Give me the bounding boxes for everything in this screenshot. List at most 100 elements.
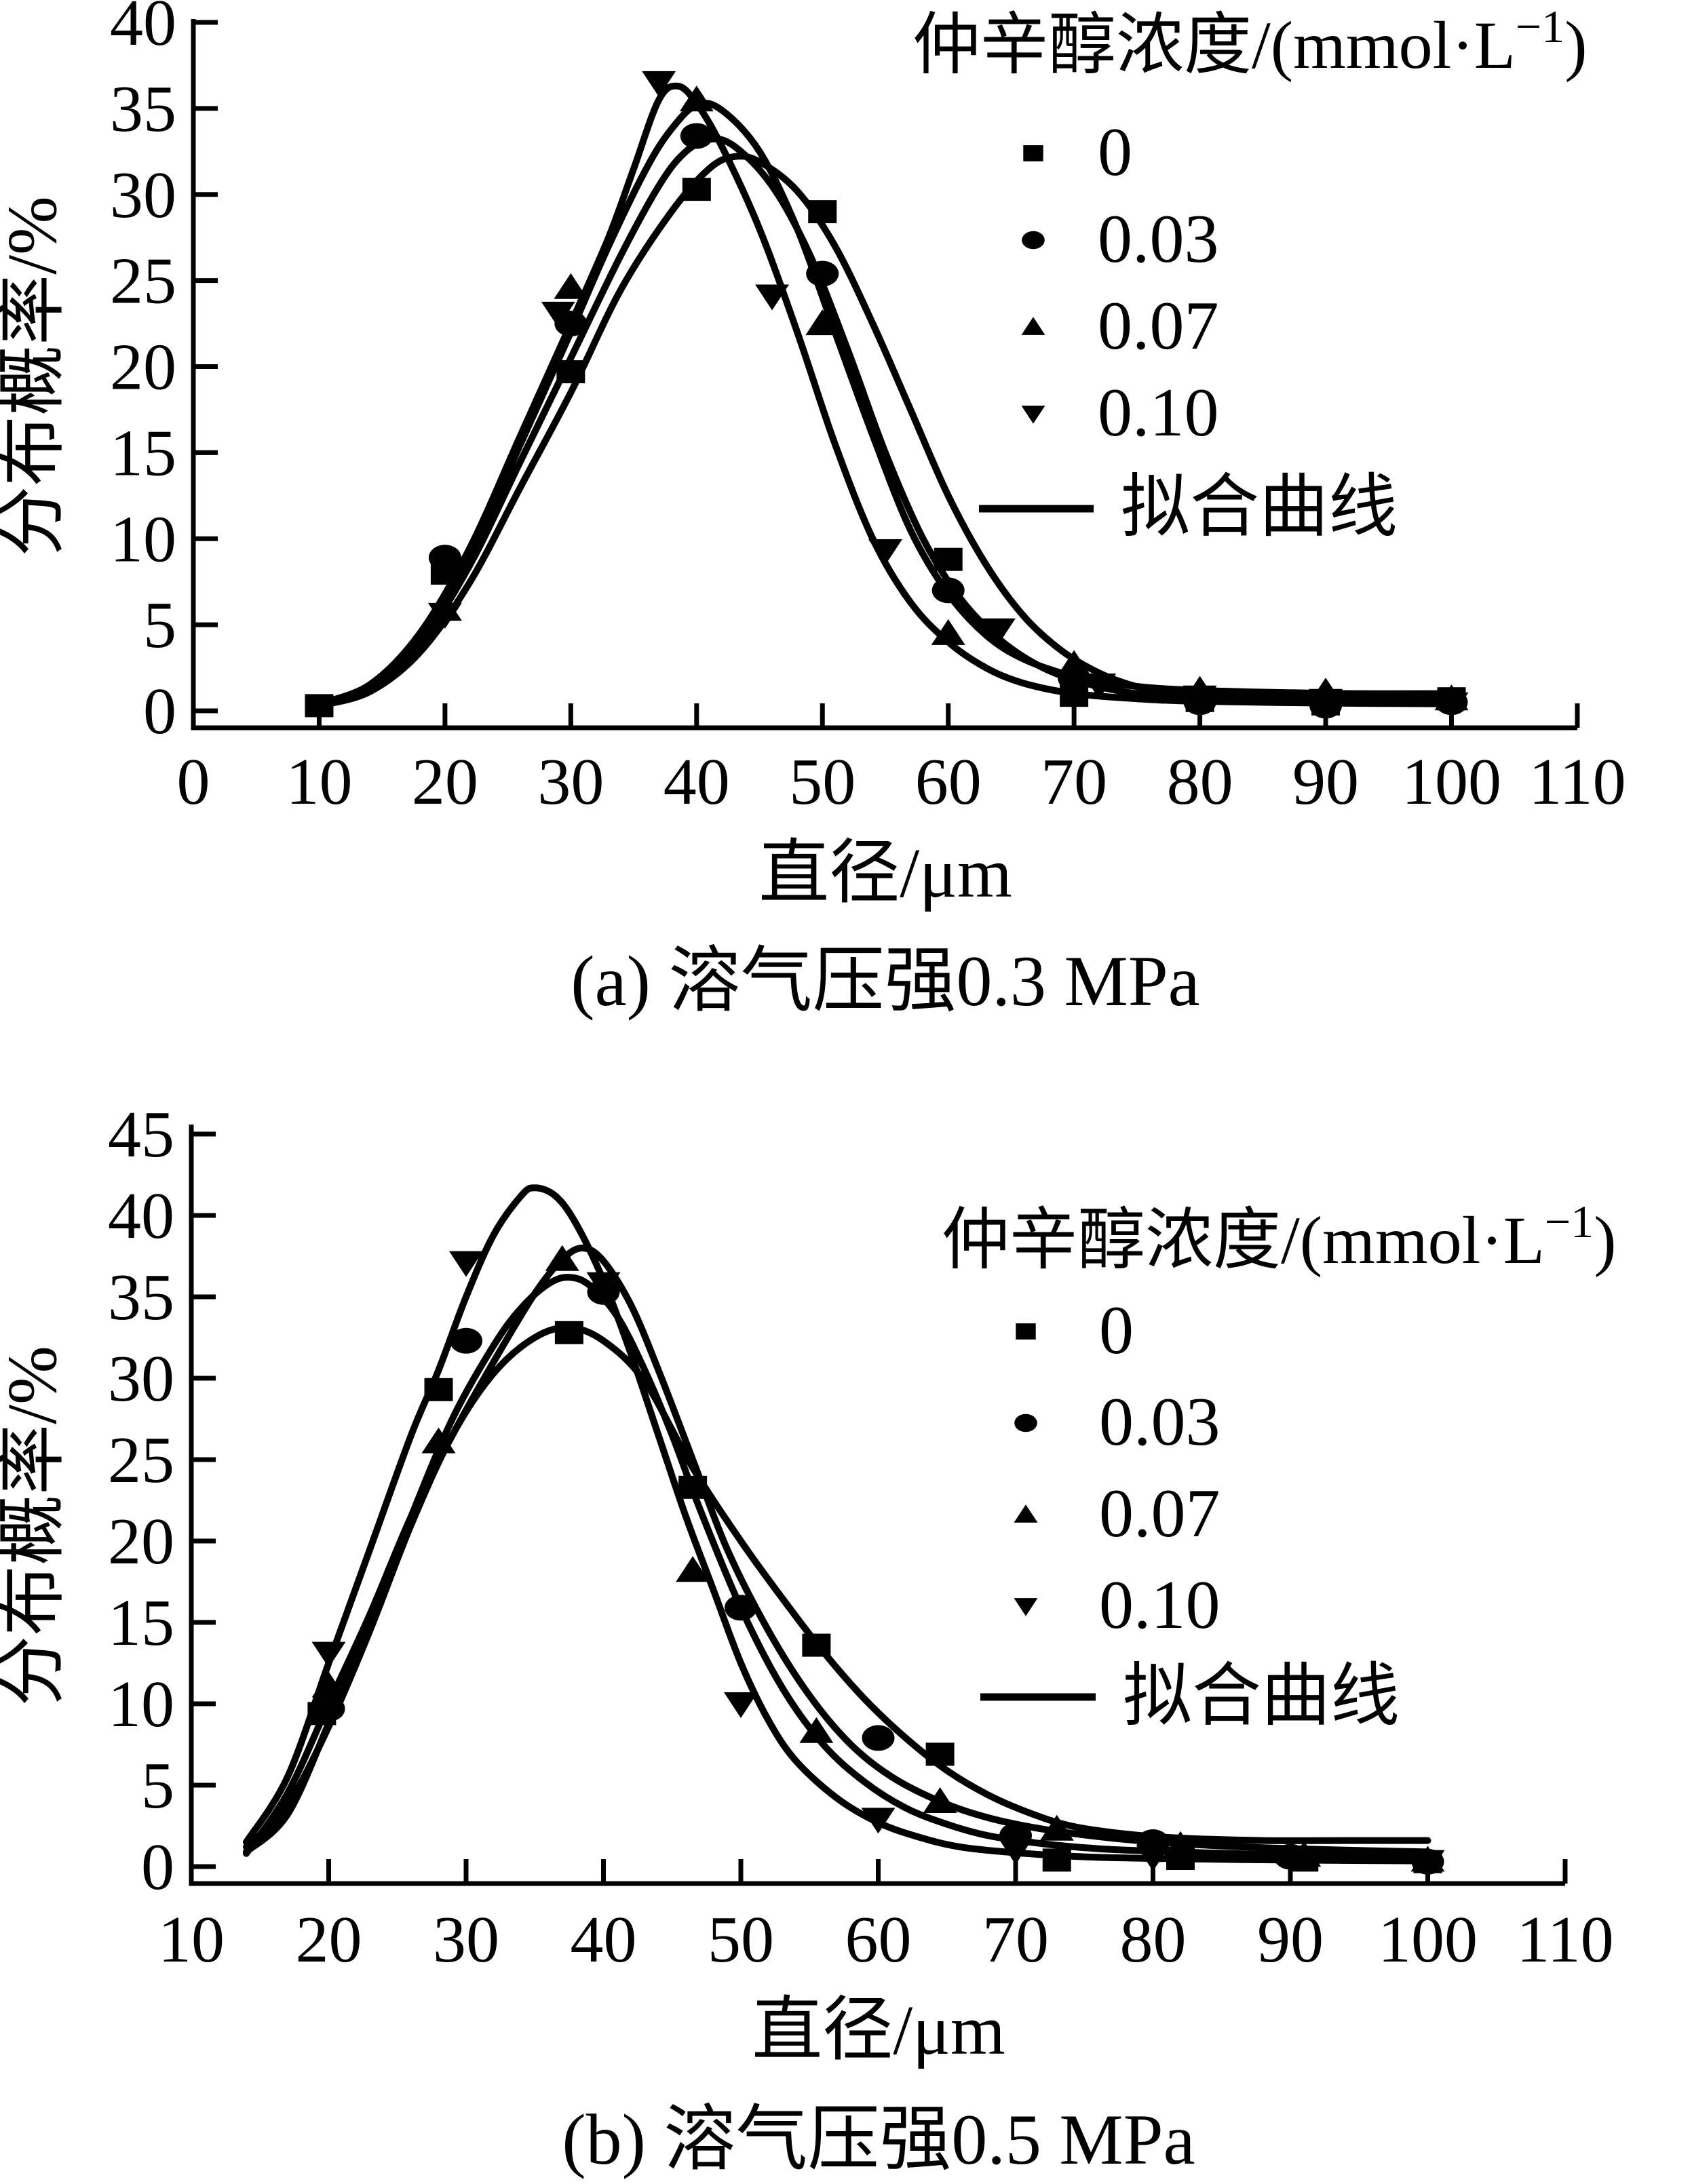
x-tick-label: 110 (1516, 1903, 1613, 1976)
axes-a: 0 10 20 30 40 50 60 70 80 90 100 110 0 5 10 15 20 25 30 35 4… (110, 0, 1626, 819)
x-tick-label: 10 (286, 745, 352, 819)
y-tick-label: 5 (143, 589, 176, 662)
marker-triangle-up (545, 1245, 579, 1271)
marker-triangle-up (1057, 650, 1092, 676)
x-axis-label-b: 直径/μm (752, 1991, 1005, 2069)
fit-curve-0 (315, 153, 1455, 709)
marker-circle (1014, 1413, 1037, 1432)
x-tick-label: 90 (1257, 1903, 1324, 1976)
marker-triangle-down (1014, 1598, 1038, 1616)
marker-triangle-down (311, 1641, 346, 1668)
y-tick-label: 20 (108, 1505, 174, 1578)
x-tick-label: 0 (177, 745, 210, 819)
series-a-0.10 (427, 71, 1469, 718)
marker-square (1042, 1848, 1071, 1872)
series-b-0.10 (311, 1251, 1445, 1876)
legend-b: 仲辛醇浓度/(mmol·L−1) 0 0.03 0.07 0.10 拟合曲线 (942, 1196, 1617, 1735)
x-tick-label: 50 (708, 1903, 774, 1976)
marker-triangle-down (755, 284, 790, 311)
marker-circle (725, 1595, 757, 1621)
fit-curve-0.07 (315, 100, 1455, 707)
marker-triangle-down (1309, 688, 1343, 715)
marker-triangle-up (1021, 317, 1045, 335)
plot-b: 10 20 30 40 50 60 70 80 90 100 110 0 5 10 15 20 25 30 35 40… (108, 1098, 1617, 1976)
marker-triangle-down (1434, 692, 1469, 718)
x-tick-label: 70 (982, 1903, 1049, 1976)
legend-a: 仲辛醇浓度/(mmol·L−1) 0 0.03 0.07 0.10 拟合曲线 (912, 1, 1588, 546)
series-a-0.07 (427, 85, 1469, 711)
legend-item-label: 0.07 (1098, 288, 1219, 364)
marker-triangle-down (642, 71, 676, 97)
marker-triangle-up (1164, 1831, 1197, 1857)
legend-item-label: 0 (1098, 114, 1132, 191)
fit-curve-0.03 (243, 1274, 1431, 1860)
marker-triangle-up (421, 1427, 456, 1454)
legend-item-label: 0.03 (1099, 1384, 1220, 1460)
marker-triangle-up (923, 1787, 957, 1813)
marker-triangle-down (981, 618, 1016, 644)
marker-triangle-down (724, 1692, 758, 1718)
marker-square (1016, 1323, 1036, 1340)
y-tick-label: 45 (108, 1098, 174, 1171)
marker-square (934, 547, 963, 571)
marker-square (1023, 145, 1043, 161)
legend-title: 仲辛醇浓度/(mmol·L−1) (912, 1, 1588, 83)
marker-square (556, 360, 585, 384)
y-tick-label: 10 (110, 503, 176, 576)
marker-triangle-down (586, 1272, 621, 1298)
y-tick-label: 0 (141, 1831, 174, 1904)
legend-item-label: 0.10 (1098, 374, 1219, 451)
y-tick-label: 5 (141, 1749, 174, 1822)
x-axis-label-a: 直径/μm (758, 834, 1012, 912)
marker-triangle-down (1183, 685, 1217, 711)
marker-circle (862, 1725, 895, 1751)
marker-square (305, 694, 334, 718)
marker-triangle-up (676, 1556, 710, 1582)
y-tick-label: 40 (110, 0, 176, 60)
y-axis-label-a: 分布概率/% (0, 196, 71, 557)
marker-triangle-down (999, 1839, 1033, 1865)
x-tick-label: 60 (915, 745, 982, 819)
marker-triangle-down (868, 539, 902, 566)
marker-circle (680, 123, 713, 149)
marker-triangle-up (799, 1717, 834, 1743)
series-b-0 (307, 1321, 1442, 1873)
x-tick-label: 30 (433, 1903, 499, 1976)
x-tick-label: 40 (571, 1903, 637, 1976)
caption-b: (b) 溶气压强0.5 MPa (562, 2100, 1195, 2179)
y-tick-label: 0 (143, 675, 176, 748)
marker-circle (806, 260, 839, 287)
marker-triangle-down (861, 1808, 896, 1834)
marker-triangle-up (931, 619, 965, 645)
marker-triangle-up (311, 1671, 346, 1698)
caption-a: (a) 溶气压强0.3 MPa (571, 941, 1199, 1021)
plot-a: 0 10 20 30 40 50 60 70 80 90 100 110 0 5 10 15 20 25 30 35 4… (110, 0, 1626, 819)
y-tick-label: 40 (108, 1179, 174, 1253)
x-tick-label: 30 (537, 745, 604, 819)
x-tick-label: 90 (1292, 745, 1359, 819)
fit-curves-b (243, 1184, 1431, 1865)
panel-a: 0 10 20 30 40 50 60 70 80 90 100 110 0 5 10 15 20 25 30 35 4… (0, 0, 1626, 1021)
fit-curve-0.10 (315, 82, 1455, 707)
x-tick-label: 110 (1528, 745, 1626, 819)
x-tick-label: 40 (664, 745, 730, 819)
marker-triangle-down (1021, 406, 1045, 424)
legend-item-label: 0.07 (1099, 1475, 1220, 1552)
legend-fit-label: 拟合曲线 (1123, 1658, 1400, 1735)
y-tick-label: 20 (110, 331, 176, 404)
marker-triangle-down (1273, 1847, 1307, 1873)
x-tick-label: 80 (1167, 745, 1233, 819)
marker-triangle-down (1082, 673, 1117, 699)
marker-square (802, 1633, 831, 1657)
panel-b: 10 20 30 40 50 60 70 80 90 100 110 0 5 10 15 20 25 30 35 40… (0, 1098, 1617, 2179)
marker-triangle-down (541, 301, 575, 328)
marker-square (682, 178, 711, 201)
x-tick-label: 20 (412, 745, 478, 819)
x-tick-label: 60 (845, 1903, 912, 1976)
marker-triangle-down (1136, 1845, 1170, 1871)
legend-fit-label: 拟合曲线 (1121, 469, 1398, 546)
y-tick-label: 35 (110, 73, 176, 146)
x-tick-label: 100 (1402, 745, 1501, 819)
x-tick-label: 80 (1120, 1903, 1187, 1976)
marker-triangle-down (449, 1251, 483, 1277)
